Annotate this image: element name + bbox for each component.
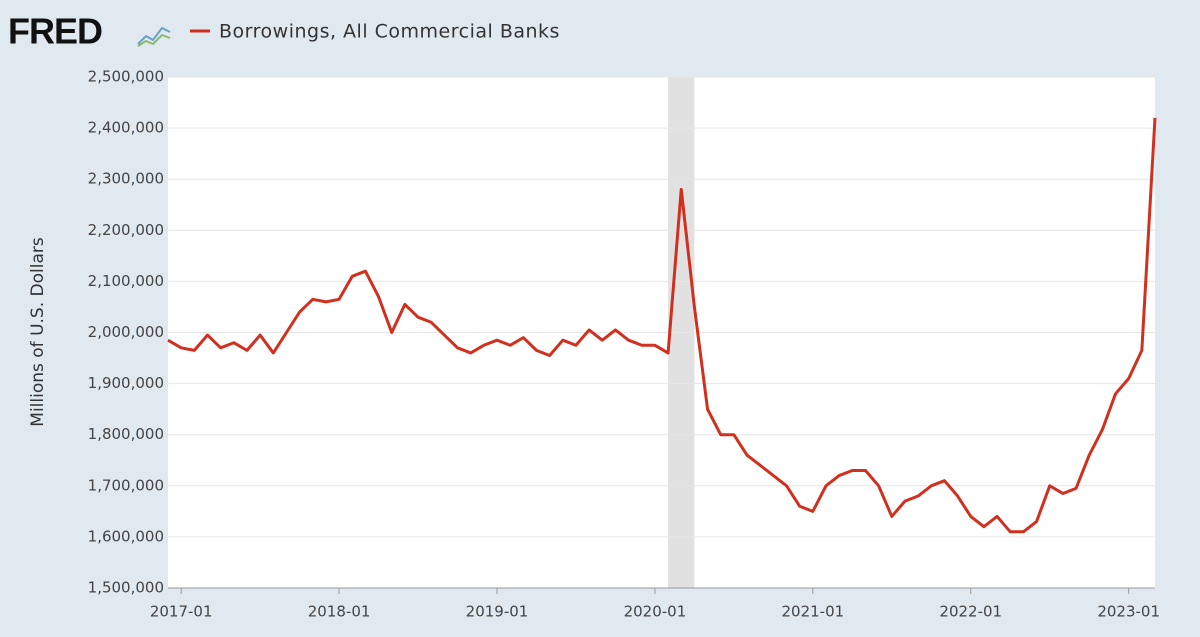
x-tick-label: 2021-01	[781, 603, 844, 621]
y-tick-label: 2,400,000	[88, 119, 164, 137]
y-tick-label: 1,800,000	[88, 425, 164, 443]
y-axis-label: Millions of U.S. Dollars	[28, 237, 48, 427]
legend-label: Borrowings, All Commercial Banks	[219, 21, 560, 43]
x-tick-label: 2018-01	[308, 603, 371, 621]
y-tick-label: 2,000,000	[88, 323, 164, 341]
x-tick-label: 2022-01	[939, 603, 1002, 621]
y-tick-label: 2,500,000	[88, 68, 164, 86]
y-tick-label: 2,100,000	[88, 272, 164, 290]
x-tick-label: 2020-01	[624, 603, 687, 621]
y-tick-label: 1,600,000	[88, 527, 164, 545]
y-tick-label: 2,200,000	[88, 221, 164, 239]
x-tick-label: 2019-01	[466, 603, 529, 621]
logo-icon	[137, 33, 171, 47]
x-tick-label: 2023-01	[1097, 603, 1160, 621]
line	[167, 117, 1157, 534]
x-tick-label: 2017-01	[150, 603, 213, 621]
y-tick-label: 1,500,000	[88, 579, 164, 597]
y-tick-label: 2,300,000	[88, 170, 164, 188]
logo-icon	[137, 26, 171, 45]
y-tick-label: 1,900,000	[88, 374, 164, 392]
y-tick-label: 1,700,000	[88, 476, 164, 494]
logo: FRED	[8, 11, 102, 52]
